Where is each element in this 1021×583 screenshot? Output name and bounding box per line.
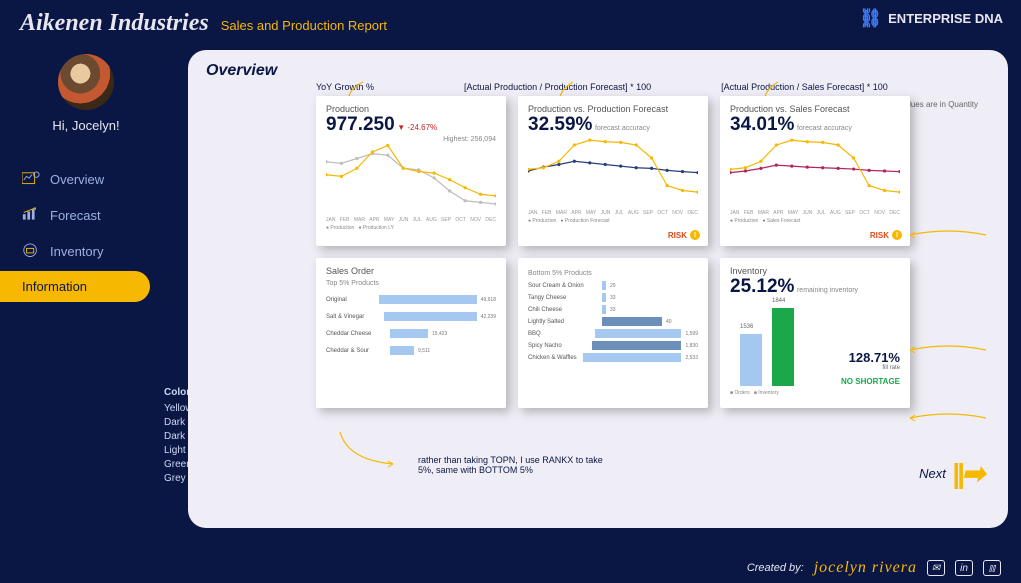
card-bottom-products: Bottom 5% Products Sour Cream & Onion20T… bbox=[518, 258, 708, 408]
bottom-products-bars: Sour Cream & Onion20Tangy Cheese33Chili … bbox=[528, 281, 698, 362]
bottom-subtitle: Bottom 5% Products bbox=[528, 270, 698, 277]
linkedin-icon[interactable]: in bbox=[955, 560, 973, 576]
inventory-chart: 1536 1844 bbox=[740, 306, 794, 386]
month-axis: JANFEBMARAPRMAYJUNJULAUGSEPOCTNOVDEC bbox=[326, 217, 496, 223]
sf-chart bbox=[730, 136, 900, 206]
chart-legend: ● Production ● Production LY bbox=[326, 225, 496, 231]
fill-rate: 128.71% bbox=[841, 350, 900, 365]
sf-sub: forecast accuracy bbox=[797, 125, 852, 132]
logo-text: ENTERPRISE DNA bbox=[888, 11, 1003, 26]
production-highest: Highest: 256,094 bbox=[326, 136, 496, 143]
card-top-products: Sales Order Top 5% Products Original49,6… bbox=[316, 258, 506, 408]
inv-value: 25.12% bbox=[730, 276, 794, 297]
pf-sub: forecast accuracy bbox=[595, 125, 650, 132]
card-title: Inventory bbox=[730, 266, 900, 276]
month-axis: JANFEBMARAPRMAYJUNJULAUGSEPOCTNOVDEC bbox=[730, 210, 900, 216]
month-axis: JANFEBMARAPRMAYJUNJULAUGSEPOCTNOVDEC bbox=[528, 210, 698, 216]
enterprise-dna-logo: ⛓ ENTERPRISE DNA bbox=[859, 8, 1003, 29]
avatar bbox=[58, 54, 114, 110]
card-title: Sales Order bbox=[326, 266, 496, 276]
nav-label: Forecast bbox=[50, 208, 101, 223]
top-products-bars: Original49,618Salt & Vinegar42,239Chedda… bbox=[326, 295, 496, 355]
dna-icon: ⛓ bbox=[859, 8, 882, 29]
pf-value: 32.59% bbox=[528, 114, 592, 135]
anno-inv-formula: [Total Invetory - Consumed Units / Total… bbox=[1008, 330, 1021, 360]
main-canvas: Overview YoY Growth % [Actual Production… bbox=[188, 50, 1008, 528]
signature: jocelyn rivera bbox=[814, 559, 917, 577]
callout-row: YoY Growth % [Actual Production / Produc… bbox=[336, 82, 990, 92]
fill-rate-block: 128.71% fill rate NO SHORTAGE bbox=[841, 350, 900, 386]
mail-icon[interactable]: ✉ bbox=[927, 560, 945, 576]
production-delta: ▼ -24.67% bbox=[397, 123, 437, 132]
production-value: 977.250 bbox=[326, 114, 395, 135]
next-label: Next bbox=[919, 466, 946, 481]
page-title: Overview bbox=[206, 62, 990, 80]
report-subtitle: Sales and Production Report bbox=[221, 18, 387, 33]
callout-sales-fc: [Actual Production / Sales Forecast] * 1… bbox=[721, 82, 888, 92]
card-sales-forecast: Production vs. Sales Forecast 34.01% for… bbox=[720, 96, 910, 246]
overview-icon bbox=[22, 171, 40, 187]
chart-legend: ■ Orders ■ Inventory bbox=[730, 390, 900, 396]
sf-value: 34.01% bbox=[730, 114, 794, 135]
nav-inventory[interactable]: Inventory bbox=[12, 235, 160, 267]
company-name: Aikenen Industries bbox=[20, 10, 209, 37]
anno-rankx: rather than taking TOPN, I use RANKX to … bbox=[418, 455, 618, 475]
nav-label: Information bbox=[22, 279, 87, 294]
arrow-icon bbox=[908, 408, 988, 428]
anno-dynamic-1: Dynamic TEXT and Color bbox=[1013, 215, 1021, 235]
chart-icon[interactable]: ⫾⫾ bbox=[983, 560, 1001, 576]
chart-legend: ● Production ● Production Forecast bbox=[528, 218, 698, 224]
callout-yoy: YoY Growth % bbox=[316, 82, 374, 92]
card-title: Production vs. Production Forecast bbox=[528, 104, 698, 114]
arrow-icon bbox=[338, 430, 418, 470]
nav-information[interactable]: Information bbox=[0, 271, 150, 302]
footer: Created by: jocelyn rivera ✉ in ⫾⫾ bbox=[747, 559, 1001, 577]
nav-forecast[interactable]: Forecast bbox=[12, 199, 160, 231]
inventory-icon bbox=[22, 243, 40, 259]
nav-overview[interactable]: Overview bbox=[12, 163, 160, 195]
created-by: Created by: bbox=[747, 562, 804, 574]
greeting: Hi, Jocelyn! bbox=[12, 118, 160, 133]
card-title: Production bbox=[326, 104, 496, 114]
production-chart bbox=[326, 143, 496, 213]
risk-badge: RISK! bbox=[870, 230, 902, 240]
card-prod-forecast: Production vs. Production Forecast 32.59… bbox=[518, 96, 708, 246]
pf-chart bbox=[528, 136, 698, 206]
nav-label: Inventory bbox=[50, 244, 103, 259]
inventory-bar: 1844 bbox=[772, 308, 794, 386]
next-button[interactable]: Next ||➡ bbox=[919, 457, 982, 490]
shortage-status: NO SHORTAGE bbox=[841, 377, 900, 386]
callout-prod-fc: [Actual Production / Production Forecast… bbox=[464, 82, 651, 92]
card-production: Production 977.250 ▼ -24.67% Highest: 25… bbox=[316, 96, 506, 246]
top-subtitle: Top 5% Products bbox=[326, 280, 496, 287]
card-title: Production vs. Sales Forecast bbox=[730, 104, 900, 114]
nav-label: Overview bbox=[50, 172, 104, 187]
next-arrow-icon: ||➡ bbox=[952, 457, 982, 490]
inv-sub: remaining inventory bbox=[797, 287, 858, 294]
forecast-icon bbox=[22, 207, 40, 223]
risk-badge: RISK! bbox=[668, 230, 700, 240]
card-inventory: Inventory 25.12% remaining inventory 153… bbox=[720, 258, 910, 408]
sidebar: Hi, Jocelyn! Overview Forecast Inventory… bbox=[0, 50, 160, 306]
anno-dynamic-2: Dynamic TEXT and Color bbox=[1013, 400, 1021, 420]
chart-legend: ● Production ● Sales Forecast bbox=[730, 218, 900, 224]
orders-bar: 1536 bbox=[740, 334, 762, 386]
